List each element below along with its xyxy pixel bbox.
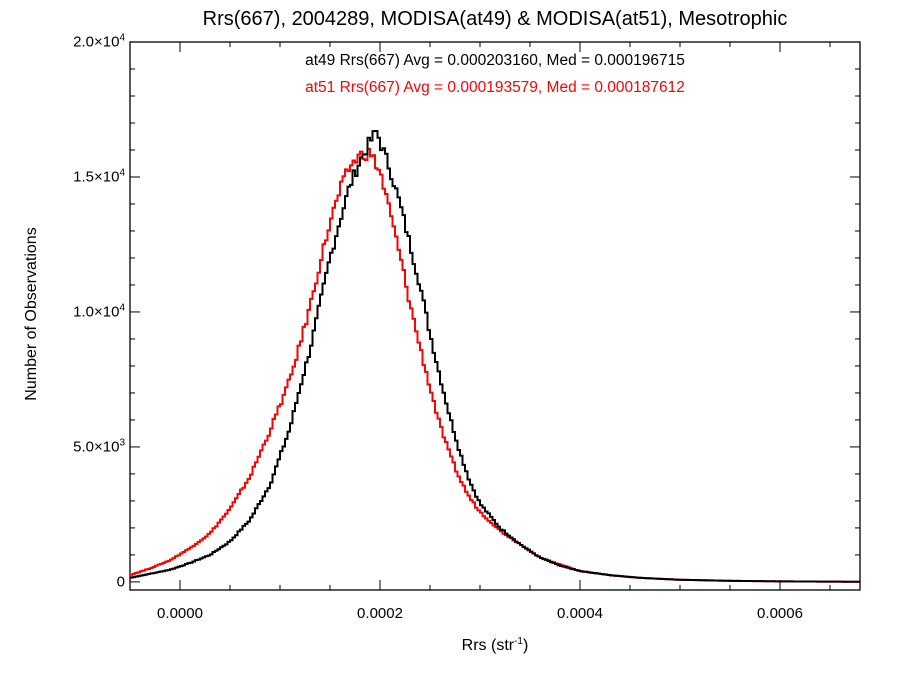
y-tick-label: 0 xyxy=(116,573,125,591)
series-at51-line xyxy=(130,147,860,583)
annotation-at49: at49 Rrs(667) Avg = 0.000203160, Med = 0… xyxy=(305,52,685,69)
x-tick-label: 0.0004 xyxy=(557,605,603,622)
y-axis-label: Number of Observations xyxy=(23,227,40,401)
x-axis-label-sup: -1 xyxy=(514,636,523,647)
y-tick-label: 5.0×103 xyxy=(73,437,125,456)
plot-frame xyxy=(129,41,861,591)
y-tick-label: 1.0×104 xyxy=(73,302,125,321)
y-tick-label: 1.5×104 xyxy=(73,167,125,186)
x-tick-label: 0.0006 xyxy=(757,605,803,622)
series-at49-line xyxy=(130,130,860,583)
x-axis-label-text: Rrs (str xyxy=(461,637,515,654)
x-axis-label-close: ) xyxy=(523,637,529,654)
y-tick-label: 2.0×104 xyxy=(73,32,125,51)
x-tick-label: 0.0002 xyxy=(357,605,403,622)
x-axis-label: Rrs (str-1) xyxy=(130,637,860,655)
chart-title: Rrs(667), 2004289, MODISA(at49) & MODISA… xyxy=(202,8,788,30)
series-layer xyxy=(130,130,860,583)
annotation-at51: at51 Rrs(667) Avg = 0.000193579, Med = 0… xyxy=(305,79,685,96)
x-tick-label: 0.0000 xyxy=(157,605,203,622)
axis-ticks xyxy=(129,41,860,590)
